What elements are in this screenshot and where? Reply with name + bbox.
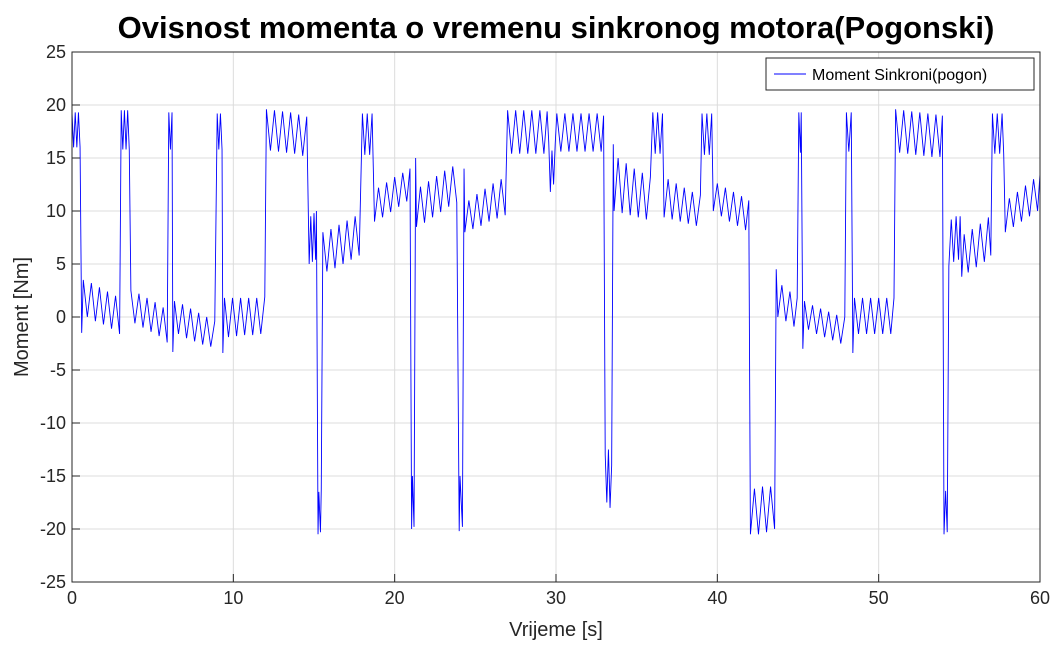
y-tick-label: -5 (50, 360, 66, 380)
legend: Moment Sinkroni(pogon) (765, 57, 1035, 91)
x-tick-label: 10 (223, 588, 243, 608)
x-tick-label: 50 (869, 588, 889, 608)
y-tick-label: 15 (46, 148, 66, 168)
x-tick-label: 40 (707, 588, 727, 608)
x-tick-label: 0 (67, 588, 77, 608)
y-tick-label: 10 (46, 201, 66, 221)
y-tick-label: -10 (40, 413, 66, 433)
data-lines (71, 109, 1041, 535)
x-tick-label: 60 (1030, 588, 1050, 608)
chart-title: Ovisnost momenta o vremenu sinkronog mot… (118, 10, 995, 45)
y-tick-label: -20 (40, 519, 66, 539)
y-tick-label: -15 (40, 466, 66, 486)
x-tick-label: 30 (546, 588, 566, 608)
x-tick-label: 20 (385, 588, 405, 608)
legend-box (765, 57, 1035, 91)
ticks: 0 10 20 30 40 50 60 -25 -20 -15 -10 -5 0 5 10 15 20 25 (40, 42, 1050, 608)
y-axis-label: Moment [Nm] (11, 257, 33, 377)
data-line (71, 109, 1041, 535)
y-tick-label: 25 (46, 42, 66, 62)
y-tick-label: 0 (56, 307, 66, 327)
y-tick-label: -25 (40, 572, 66, 592)
y-tick-label: 5 (56, 254, 66, 274)
y-tick-label: 20 (46, 95, 66, 115)
legend-label: Moment Sinkroni(pogon) (812, 67, 987, 84)
x-axis-label: Vrijeme [s] (509, 619, 603, 641)
